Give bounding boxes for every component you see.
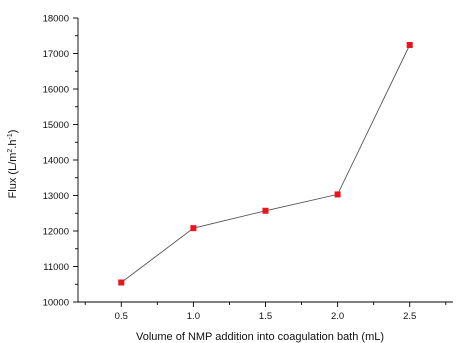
x-tick-label: 1.0 (187, 311, 200, 322)
data-point-marker (118, 279, 125, 286)
data-point-marker (334, 191, 341, 198)
series-layer (118, 41, 413, 286)
y-axis-title: Flux (L/m2.h-1) (7, 130, 19, 199)
x-tick-label: 2.5 (403, 311, 416, 322)
y-tick-label: 17000 (43, 49, 69, 60)
series-line (121, 44, 411, 283)
data-point-marker (406, 41, 413, 48)
y-axis-title-main: Flux (L/m (7, 153, 19, 199)
data-point-marker (262, 207, 269, 214)
x-tick-label: 0.5 (115, 311, 128, 322)
x-axis-title: Volume of NMP addition into coagulation … (136, 331, 384, 343)
y-axis-title-mid: .h (7, 139, 19, 148)
plot-frame (77, 18, 453, 303)
y-axis-title-end: ) (7, 130, 19, 134)
y-axis-title-sup: 2 (7, 149, 14, 153)
x-tick-label: 1.5 (259, 311, 272, 322)
x-tick-label: 2.0 (331, 311, 344, 322)
y-tick-label: 16000 (43, 85, 69, 96)
y-tick-label: 10000 (43, 298, 69, 309)
y-tick-label: 18000 (43, 14, 69, 25)
y-axis-title-sup2: -1 (7, 133, 14, 139)
data-point-marker (190, 225, 197, 232)
y-tick-label: 13000 (43, 191, 69, 202)
x-axis-ticks: 0.5 1.0 1.5 2.0 2.5 (84, 302, 447, 322)
y-tick-label: 11000 (43, 262, 69, 273)
y-axis-ticks: 10000 11000 12000 13000 14000 15000 16000 17000… (43, 14, 78, 309)
y-tick-label: 15000 (43, 120, 69, 131)
y-tick-label: 12000 (43, 227, 69, 238)
y-tick-label: 14000 (43, 156, 69, 167)
